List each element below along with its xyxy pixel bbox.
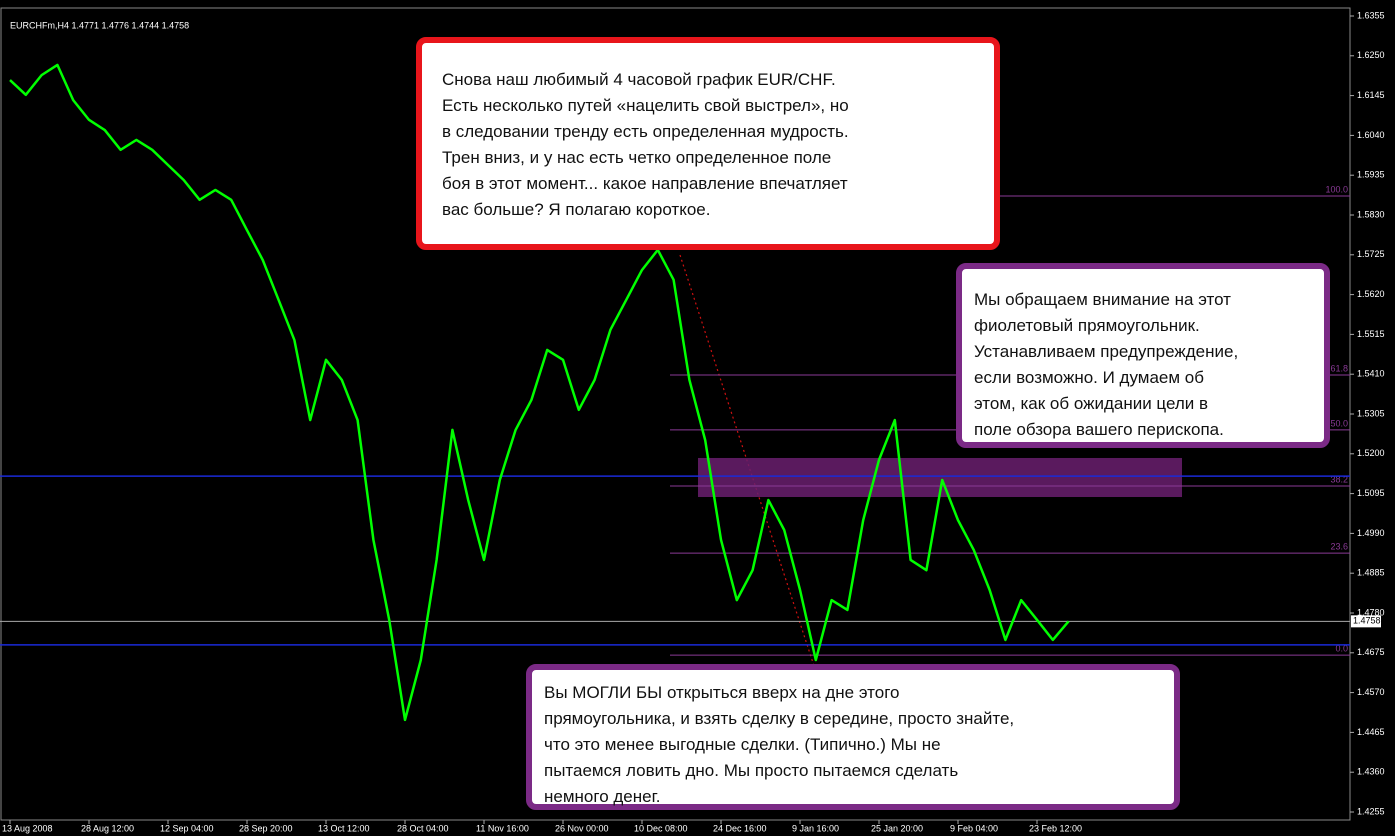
callout-line: пытаемся ловить дно. Мы просто пытаемся …	[544, 761, 959, 780]
y-tick-label: 1.5095	[1357, 488, 1385, 498]
y-tick-label: 1.5515	[1357, 329, 1385, 339]
chart-title: EURCHFm,H4 1.4771 1.4776 1.4744 1.4758	[10, 20, 189, 30]
y-tick-label: 1.4780	[1357, 607, 1385, 617]
callout-line: если возможно. И думаем об	[974, 368, 1204, 387]
y-tick-label: 1.6355	[1357, 10, 1385, 20]
callout-line: Снова наш любимый 4 часовой график EUR/C…	[442, 70, 836, 89]
callout-line: Трен вниз, и у нас есть четко определенн…	[442, 148, 832, 167]
callout: Вы МОГЛИ БЫ открыться вверх на дне этого…	[526, 664, 1180, 810]
fib-label: 0.0	[1335, 643, 1348, 653]
y-tick-label: 1.5830	[1357, 209, 1385, 219]
callout-line: Мы обращаем внимание на этот	[974, 290, 1231, 309]
y-tick-label: 1.4885	[1357, 568, 1385, 578]
y-tick-label: 1.5410	[1357, 369, 1385, 379]
fib-label: 61.8	[1330, 363, 1348, 373]
x-tick-label: 13 Aug 2008	[2, 823, 53, 833]
y-tick-label: 1.5725	[1357, 249, 1385, 259]
callout: Мы обращаем внимание на этот фиолетовый п…	[956, 263, 1330, 448]
x-tick-label: 28 Sep 20:00	[239, 823, 293, 833]
y-tick-label: 1.6145	[1357, 90, 1385, 100]
callout-line: боя в этот момент... какое направление в…	[442, 174, 848, 193]
y-tick-label: 1.5935	[1357, 170, 1385, 180]
x-tick-label: 26 Nov 00:00	[555, 823, 609, 833]
x-tick-label: 12 Sep 04:00	[160, 823, 214, 833]
x-tick-label: 24 Dec 16:00	[713, 823, 767, 833]
y-tick-label: 1.4570	[1357, 687, 1385, 697]
y-tick-label: 1.5305	[1357, 408, 1385, 418]
price-tag	[1351, 615, 1381, 628]
price-label: 1.4758	[1353, 616, 1381, 626]
y-tick-label: 1.5200	[1357, 448, 1385, 458]
x-tick-label: 25 Jan 20:00	[871, 823, 923, 833]
y-tick-label: 1.4465	[1357, 727, 1385, 737]
y-tick-label: 1.6250	[1357, 50, 1385, 60]
price-line-series	[9, 63, 1070, 722]
y-tick-label: 1.4675	[1357, 647, 1385, 657]
callout-line: немного денег.	[544, 787, 661, 806]
x-tick-label: 9 Jan 16:00	[792, 823, 839, 833]
fib-label: 100.0	[1325, 184, 1348, 194]
y-tick-label: 1.4990	[1357, 528, 1385, 538]
callout-line: фиолетовый прямоугольник.	[974, 316, 1200, 335]
x-tick-label: 13 Oct 12:00	[318, 823, 370, 833]
callout-line: поле обзора вашего перископа.	[974, 420, 1224, 439]
x-tick-label: 11 Nov 16:00	[476, 823, 529, 833]
callout-line: Вы МОГЛИ БЫ открыться вверх на дне этого	[544, 683, 900, 702]
callout-line: что это менее выгодные сделки. (Типично.…	[544, 735, 941, 754]
fib-label: 23.6	[1330, 541, 1348, 551]
x-tick-label: 28 Aug 12:00	[81, 823, 134, 833]
callout: Снова наш любимый 4 часовой график EUR/C…	[416, 37, 1000, 250]
y-tick-label: 1.4360	[1357, 767, 1385, 777]
y-tick-label: 1.5620	[1357, 289, 1385, 299]
callout-line: вас больше? Я полагаю короткое.	[442, 200, 711, 219]
callout-line: Есть несколько путей «нацелить свой выст…	[442, 96, 849, 115]
fib-label: 38.2	[1330, 474, 1348, 484]
x-tick-label: 28 Oct 04:00	[397, 823, 449, 833]
x-tick-label: 23 Feb 12:00	[1029, 823, 1082, 833]
x-tick-label: 9 Feb 04:00	[950, 823, 998, 833]
callout-line: Устанавливаем предупреждение,	[974, 342, 1239, 361]
fib-label: 50.0	[1330, 418, 1348, 428]
y-tick-label: 1.6040	[1357, 130, 1385, 140]
callout-line: в следовании тренду есть определенная му…	[442, 122, 849, 141]
callout-line: прямоугольника, и взять сделку в середин…	[544, 709, 1015, 728]
callout-line: этом, как об ожидании цели в	[974, 394, 1209, 413]
x-tick-label: 10 Dec 08:00	[634, 823, 688, 833]
y-tick-label: 1.4255	[1357, 806, 1385, 816]
